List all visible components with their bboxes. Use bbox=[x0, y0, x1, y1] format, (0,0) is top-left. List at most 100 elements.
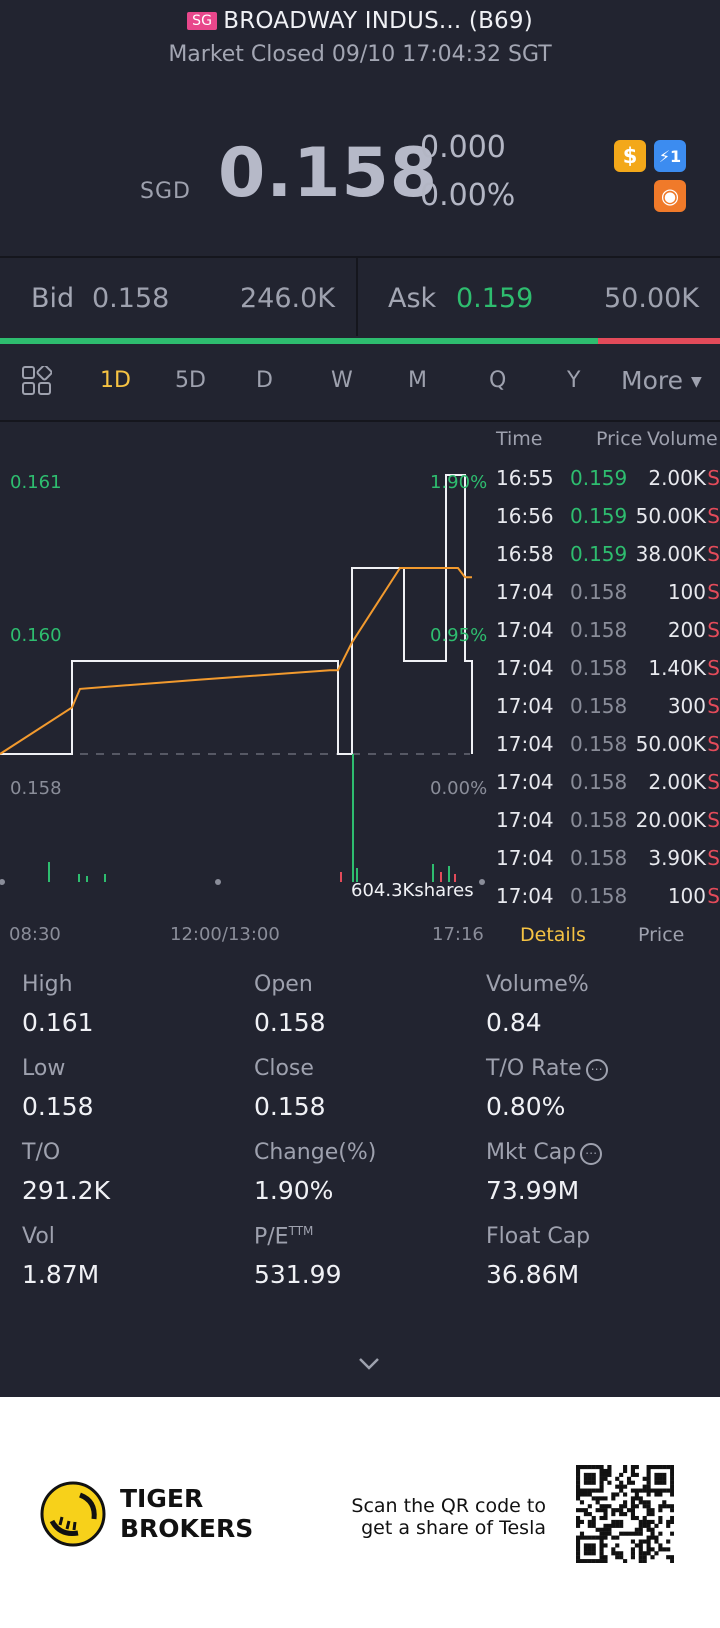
qr-module bbox=[654, 1492, 659, 1497]
info-icon[interactable]: ⋯ bbox=[580, 1143, 603, 1165]
qr-module bbox=[654, 1488, 659, 1493]
tab-1d[interactable]: 1D bbox=[100, 368, 131, 393]
qr-module bbox=[642, 1551, 647, 1556]
info-icon[interactable]: ⋯ bbox=[585, 1059, 608, 1081]
qr-module bbox=[634, 1488, 639, 1493]
flash-icon[interactable]: ⚡1 bbox=[654, 140, 686, 172]
tab-m[interactable]: M bbox=[408, 368, 427, 393]
qr-module bbox=[576, 1519, 581, 1524]
qr-module bbox=[658, 1504, 663, 1509]
qr-module bbox=[607, 1504, 612, 1509]
tab-w[interactable]: W bbox=[331, 368, 353, 393]
qr-module bbox=[587, 1472, 592, 1477]
tab-q[interactable]: Q bbox=[489, 368, 507, 393]
qr-module bbox=[591, 1480, 596, 1485]
qr-module bbox=[611, 1512, 616, 1517]
volume-bar bbox=[104, 874, 106, 882]
trade-row: 16:55 0.159 2.00K S bbox=[496, 466, 720, 502]
chevron-down-icon[interactable] bbox=[356, 1356, 382, 1372]
bid-price: 0.158 bbox=[92, 283, 170, 314]
qr-module bbox=[646, 1535, 651, 1540]
tab-5d[interactable]: 5D bbox=[175, 368, 206, 393]
qr-module bbox=[646, 1484, 651, 1489]
qr-module bbox=[583, 1543, 588, 1548]
qr-module bbox=[666, 1465, 671, 1470]
qr-module bbox=[587, 1488, 592, 1493]
qr-module bbox=[666, 1519, 671, 1524]
qr-module bbox=[634, 1465, 639, 1470]
qr-module bbox=[595, 1527, 600, 1532]
qr-module bbox=[607, 1527, 612, 1532]
qr-module bbox=[638, 1523, 643, 1528]
qr-module bbox=[654, 1535, 659, 1540]
qr-module bbox=[603, 1476, 608, 1481]
bid-label: Bid bbox=[31, 283, 75, 314]
trade-volume: 100 bbox=[667, 884, 706, 908]
qr-module bbox=[630, 1496, 635, 1501]
qr-module bbox=[583, 1472, 588, 1477]
trade-side: S bbox=[707, 542, 720, 566]
qr-module bbox=[591, 1551, 596, 1556]
qr-module bbox=[599, 1559, 604, 1563]
qr-module bbox=[650, 1512, 655, 1517]
trade-row: 17:04 0.158 100 S bbox=[496, 884, 720, 920]
qr-module bbox=[576, 1515, 581, 1521]
qr-module bbox=[638, 1555, 643, 1560]
qr-module bbox=[599, 1543, 604, 1548]
qr-module bbox=[576, 1543, 581, 1548]
qr-module bbox=[607, 1472, 612, 1477]
qr-module bbox=[576, 1508, 581, 1513]
qr-module bbox=[611, 1551, 616, 1556]
chart-badge-glyph: ◉ bbox=[660, 184, 680, 208]
qr-module bbox=[619, 1555, 624, 1560]
qr-module bbox=[599, 1547, 604, 1552]
qr-code[interactable] bbox=[576, 1465, 674, 1563]
market-badge: SG bbox=[187, 12, 218, 30]
qr-module bbox=[670, 1515, 674, 1521]
volume-bar bbox=[440, 872, 442, 882]
qr-module bbox=[599, 1531, 604, 1536]
stat-label: Close bbox=[254, 1056, 314, 1081]
trade-row: 16:56 0.159 50.00K S bbox=[496, 504, 720, 540]
chart-badge-icon[interactable]: ◉ bbox=[654, 180, 686, 212]
qr-module bbox=[615, 1484, 620, 1489]
qr-module bbox=[658, 1547, 663, 1552]
qr-module bbox=[666, 1547, 671, 1552]
qr-module bbox=[576, 1523, 581, 1528]
tab-more[interactable]: More ▼ bbox=[621, 366, 702, 395]
intraday-chart[interactable] bbox=[0, 430, 490, 930]
qr-module bbox=[619, 1488, 624, 1493]
x-label-mid: 12:00/13:00 bbox=[170, 924, 280, 945]
price-change: 0.000 bbox=[420, 130, 506, 165]
volume-bar bbox=[352, 754, 354, 882]
qr-module bbox=[630, 1512, 635, 1517]
qr-module bbox=[642, 1504, 647, 1509]
qr-module bbox=[654, 1476, 659, 1481]
stat-label: Change(%) bbox=[254, 1140, 377, 1165]
qr-module bbox=[576, 1480, 581, 1485]
qr-module bbox=[658, 1488, 663, 1493]
qr-module bbox=[670, 1476, 674, 1481]
tab-y[interactable]: Y bbox=[567, 368, 581, 393]
dollar-icon[interactable]: $ bbox=[614, 140, 646, 172]
stat-value: 1.90% bbox=[254, 1176, 334, 1205]
qr-module bbox=[583, 1551, 588, 1556]
qr-module bbox=[619, 1523, 624, 1528]
qr-module bbox=[599, 1472, 604, 1477]
grid-icon[interactable] bbox=[22, 364, 53, 396]
qr-module bbox=[658, 1543, 663, 1548]
qr-module bbox=[646, 1527, 651, 1532]
qr-module bbox=[595, 1508, 600, 1513]
tab-details[interactable]: Details bbox=[520, 924, 586, 946]
qr-module bbox=[670, 1472, 674, 1477]
tab-price[interactable]: Price bbox=[638, 924, 685, 946]
trade-time: 17:04 bbox=[496, 808, 554, 832]
qr-module bbox=[650, 1465, 655, 1470]
qr-module bbox=[654, 1539, 659, 1544]
volume-annotation: 604.3Kshares bbox=[351, 880, 474, 901]
tab-d[interactable]: D bbox=[256, 368, 273, 393]
stat-superscript: TTM bbox=[288, 1224, 314, 1238]
qr-module bbox=[599, 1515, 604, 1521]
qr-module bbox=[646, 1551, 651, 1556]
promo-footer: TIGER BROKERS Scan the QR code to get a … bbox=[0, 1397, 720, 1628]
